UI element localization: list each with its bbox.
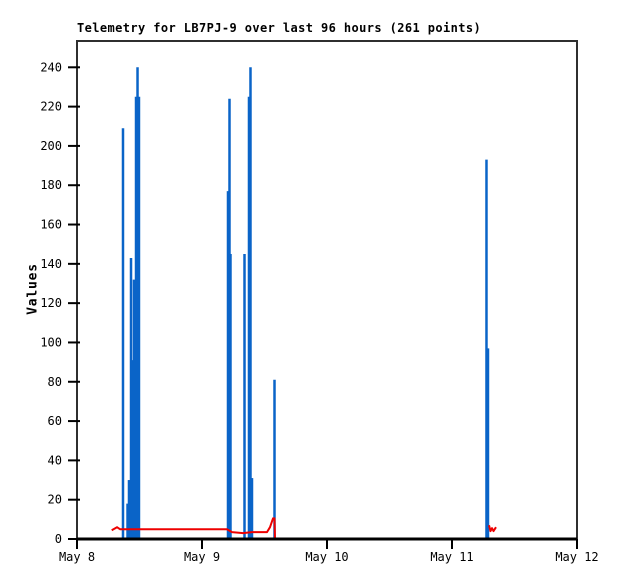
x-tick-label: May 11 [430,550,473,564]
x-tick-label: May 12 [555,550,598,564]
y-tick-label: 120 [40,296,62,310]
y-tick-label: 180 [40,178,62,192]
y-tick-label: 40 [48,453,62,467]
y-tick-label: 20 [48,493,62,507]
x-tick-label: May 9 [184,550,220,564]
plot-border [76,40,578,540]
y-tick-label: 80 [48,375,62,389]
y-tick-label: 220 [40,100,62,114]
y-tick-label: 160 [40,218,62,232]
x-tick-label: May 8 [59,550,95,564]
y-tick-label: 100 [40,335,62,349]
x-tick-label: May 10 [305,550,348,564]
y-tick-label: 140 [40,257,62,271]
y-tick-label: 200 [40,139,62,153]
y-tick-label: 0 [55,532,62,546]
chart-title: Telemetry for LB7PJ-9 over last 96 hours… [77,21,482,35]
telemetry-red-line [488,524,497,533]
y-tick-label: 240 [40,60,62,74]
telemetry-red-line [111,517,276,540]
y-tick-label: 60 [48,414,62,428]
